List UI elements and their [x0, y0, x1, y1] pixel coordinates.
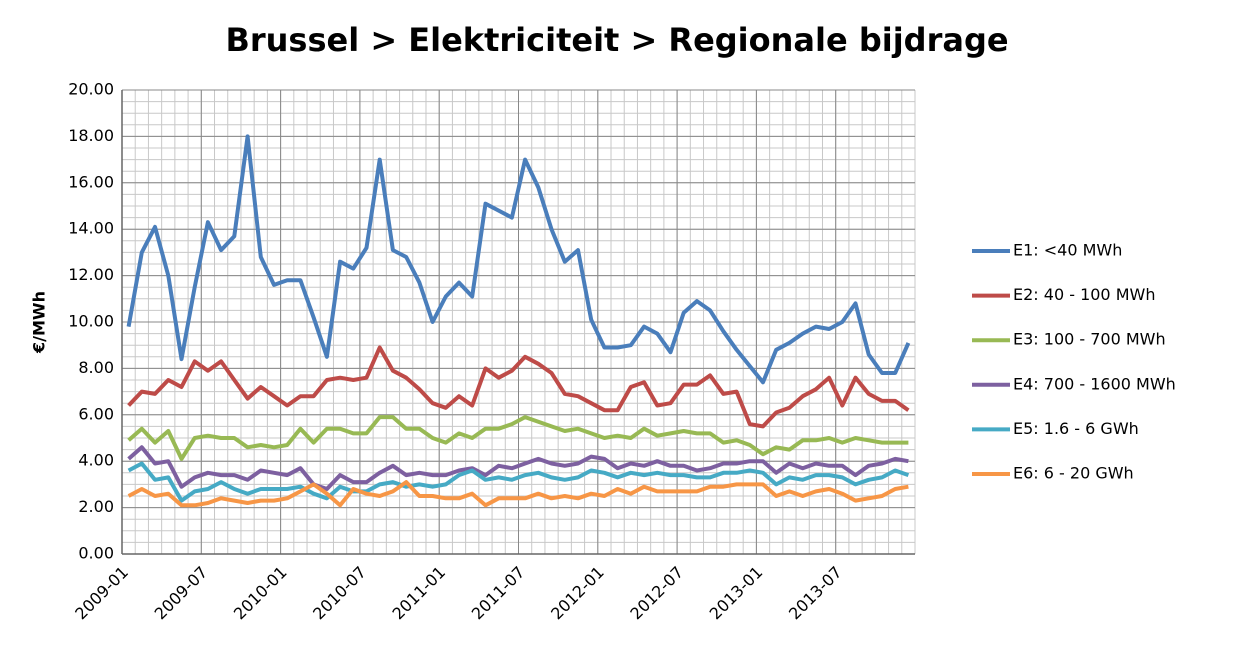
- y-tick-label: 2.00: [78, 497, 114, 516]
- y-axis-label: €/MWh: [30, 291, 49, 354]
- legend-label: E3: 100 - 700 MWh: [1013, 330, 1166, 349]
- y-tick-label: 18.00: [68, 126, 114, 145]
- legend-label: E1: <40 MWh: [1013, 241, 1122, 260]
- x-tick-label: 2010-01: [230, 563, 291, 624]
- series-line: [127, 415, 909, 461]
- y-tick-label: 20.00: [68, 80, 114, 99]
- series-line: [126, 134, 911, 385]
- legend-label: E5: 1.6 - 6 GWh: [1013, 419, 1139, 438]
- y-tick-label: 6.00: [78, 404, 114, 423]
- chart-title: Brussel > Elektriciteit > Regionale bijd…: [225, 21, 1008, 59]
- series-line: [127, 345, 910, 429]
- legend-label: E6: 6 - 20 GWh: [1013, 464, 1134, 483]
- x-tick-label: 2012-07: [626, 563, 687, 624]
- series-line: [127, 461, 910, 503]
- legend-label: E4: 700 - 1600 MWh: [1013, 374, 1176, 393]
- y-tick-label: 12.00: [68, 265, 114, 284]
- x-tick-label: 2011-01: [388, 563, 449, 624]
- y-tick-label: 16.00: [68, 172, 114, 191]
- legend-label: E2: 40 - 100 MWh: [1013, 285, 1155, 304]
- series-line: [127, 445, 909, 491]
- y-tick-label: 0.00: [78, 544, 114, 563]
- x-tick-label: 2013-07: [785, 563, 846, 624]
- x-tick-label: 2013-01: [706, 563, 767, 624]
- x-tick-label: 2011-07: [468, 563, 529, 624]
- y-tick-label: 4.00: [78, 451, 114, 470]
- x-tick-label: 2009-07: [151, 563, 212, 624]
- x-tick-label: 2009-01: [71, 563, 132, 624]
- y-tick-label: 10.00: [68, 312, 114, 331]
- series-line: [127, 480, 909, 508]
- y-tick-label: 8.00: [78, 358, 114, 377]
- x-tick-label: 2012-01: [547, 563, 608, 624]
- x-tick-label: 2010-07: [309, 563, 370, 624]
- y-tick-label: 14.00: [68, 219, 114, 238]
